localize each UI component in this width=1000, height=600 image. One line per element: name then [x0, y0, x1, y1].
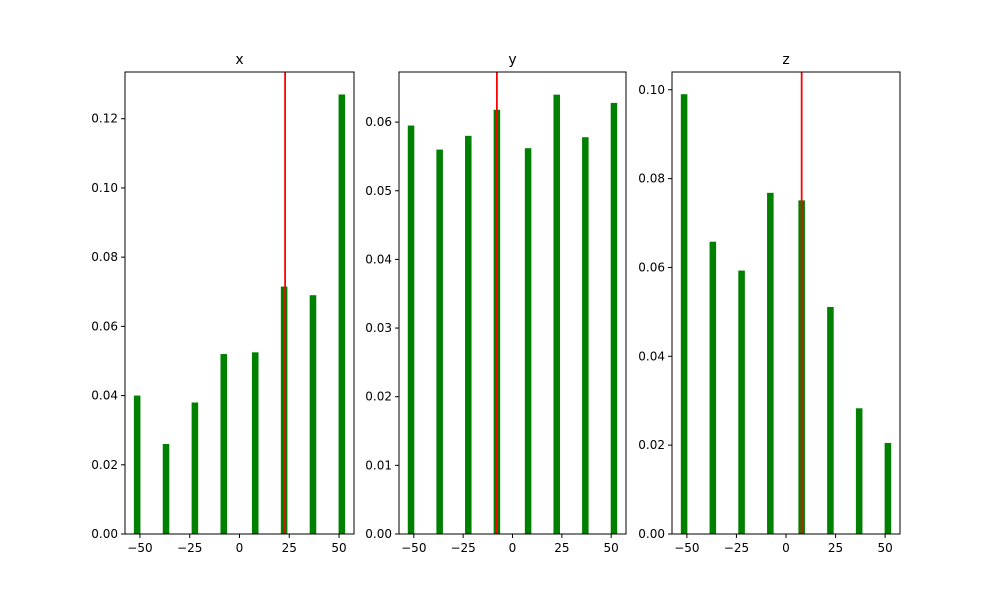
ytick-label-y-1: 0.01 [365, 458, 392, 472]
xtick-label-y-2: 0 [509, 541, 517, 555]
ytick-label-z-1: 0.02 [638, 438, 665, 452]
xtick-label-y-0: −50 [401, 541, 426, 555]
xtick-label-x-0: −50 [127, 541, 152, 555]
xtick-label-z-0: −50 [674, 541, 699, 555]
bar-z-6 [855, 408, 863, 534]
xtick-label-z-3: 25 [828, 541, 843, 555]
bar-z-3 [767, 192, 774, 535]
xtick-label-y-4: 50 [604, 541, 619, 555]
ytick-label-z-3: 0.06 [638, 260, 665, 274]
xtick-label-z-4: 50 [877, 541, 892, 555]
bar-x-6 [309, 295, 317, 534]
ytick-label-x-2: 0.04 [91, 389, 118, 403]
subplot-title-x: x [235, 52, 243, 68]
xtick-label-y-3: 25 [554, 541, 569, 555]
bar-y-1 [436, 149, 443, 534]
bar-x-3 [220, 354, 228, 534]
ytick-label-z-5: 0.10 [638, 83, 665, 97]
xtick-label-x-3: 25 [282, 541, 297, 555]
ytick-label-x-5: 0.10 [91, 181, 118, 195]
bar-z-1 [709, 241, 717, 534]
xtick-label-z-1: −25 [724, 541, 749, 555]
bar-x-0 [133, 395, 141, 534]
bar-y-4 [524, 148, 532, 535]
bar-z-5 [827, 306, 834, 534]
subplot-z: z −50 −25 0 25 50 0.00 0.02 0.04 0.06 0.08 0.10 [638, 52, 901, 555]
bar-x-7 [338, 94, 346, 534]
ytick-label-x-4: 0.08 [91, 250, 118, 264]
ytick-label-x-3: 0.06 [91, 319, 118, 333]
ytick-label-y-6: 0.06 [365, 115, 392, 129]
ytick-label-z-4: 0.08 [638, 172, 665, 186]
xtick-label-x-4: 50 [331, 541, 346, 555]
bar-x-5 [280, 286, 288, 534]
subplot-title-z: z [782, 52, 789, 68]
subplot-title-y: y [508, 52, 516, 68]
ytick-label-x-6: 0.12 [91, 112, 118, 126]
subplot-x: x −50 −25 0 25 50 0.00 0.02 0.04 0.06 0.08 0.10 0.1… [91, 52, 355, 555]
ytick-label-y-2: 0.02 [365, 390, 392, 404]
ytick-label-z-0: 0.00 [638, 527, 665, 541]
bar-y-0 [407, 125, 415, 534]
xtick-label-x-2: 0 [236, 541, 244, 555]
bar-y-2 [465, 135, 472, 534]
bar-x-2 [191, 402, 199, 534]
bar-y-5 [553, 94, 560, 535]
ytick-label-y-4: 0.04 [365, 252, 392, 266]
ytick-label-y-0: 0.00 [365, 527, 392, 541]
ytick-label-y-5: 0.05 [365, 184, 392, 198]
ytick-label-x-0: 0.00 [91, 527, 118, 541]
subplot-y: y −50 −25 0 25 50 0.00 0.01 0.02 0.03 0.04 0.05 0.0… [365, 52, 627, 555]
bar-z-0 [680, 94, 688, 534]
bar-z-7 [884, 442, 892, 534]
bar-x-4 [251, 352, 259, 534]
bar-y-6 [582, 137, 589, 534]
xtick-label-y-1: −25 [450, 541, 475, 555]
ytick-label-x-1: 0.02 [91, 458, 118, 472]
xtick-label-z-2: 0 [782, 541, 790, 555]
ytick-label-y-3: 0.03 [365, 321, 392, 335]
ytick-label-z-2: 0.04 [638, 349, 665, 363]
bar-x-1 [162, 444, 170, 534]
bar-y-7 [610, 102, 618, 534]
bar-z-2 [738, 270, 745, 534]
xtick-label-x-1: −25 [177, 541, 202, 555]
